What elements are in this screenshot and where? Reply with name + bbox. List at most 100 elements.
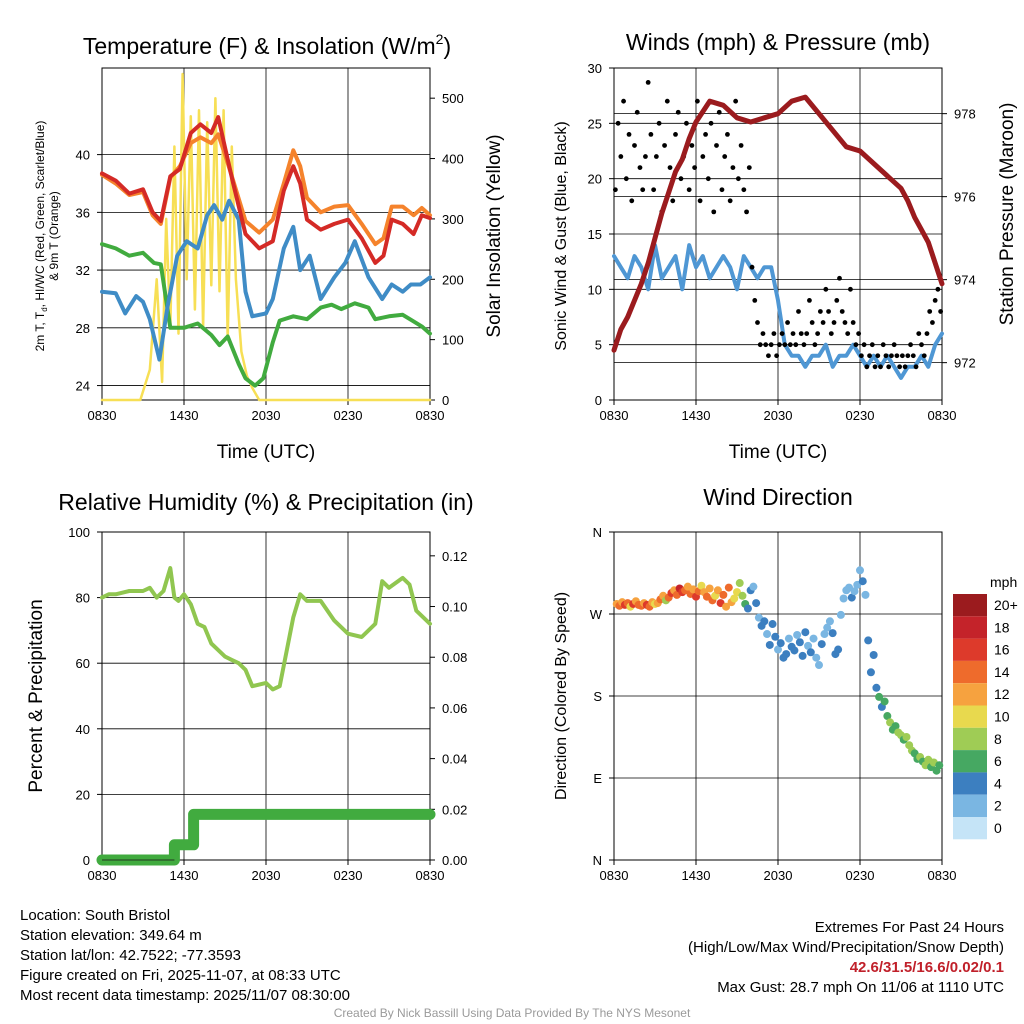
extremes-info: Extremes For Past 24 Hours (High/Low/Max…	[688, 918, 1004, 998]
max-gust-text: Max Gust: 28.7 mph On 11/06 at 1110 UTC	[717, 979, 1004, 996]
humidity-ytick-label: 0	[83, 853, 90, 868]
winds-gust-point	[618, 154, 624, 159]
winds-gust-point	[913, 364, 919, 370]
extremes-values: 42.6/31.5/16.6/0.02/0.1	[849, 959, 1004, 976]
humidity-title: Relative Humidity (%) & Precipitation (i…	[58, 489, 473, 515]
winds-xtick-label: 1430	[682, 408, 711, 423]
colorbar-label: 4	[994, 775, 1002, 791]
winds-gust-point	[735, 176, 741, 182]
winds-gust-point	[938, 309, 944, 314]
direction-ytick-label: N	[593, 525, 602, 540]
humidity-y2tick-label: 0.04	[442, 752, 467, 767]
winds-gust-point	[678, 176, 684, 182]
direction-point	[752, 599, 761, 608]
winds-gust-point	[787, 342, 793, 348]
temperature-xtick-label: 2030	[252, 408, 281, 423]
winds-gust-point	[807, 298, 812, 303]
humidity-ytick-label: 100	[68, 525, 90, 540]
colorbar-label: 16	[994, 642, 1010, 658]
temperature-xtick-label: 0230	[334, 408, 363, 423]
humidity-y2tick-label: 0.10	[442, 600, 467, 615]
direction-ytick-label: E	[593, 771, 602, 786]
direction-point	[809, 634, 818, 643]
winds-xtick-label: 2030	[764, 408, 793, 423]
direction-point	[815, 661, 823, 670]
winds-gust-point	[766, 353, 771, 359]
direction-point	[790, 646, 799, 655]
winds-y2tick-label: 972	[954, 356, 976, 371]
humidity-y2tick-label: 0.08	[442, 650, 467, 665]
temperature-title: Temperature (F) & Insolation (W/m2)	[83, 31, 451, 59]
colorbar-label: 12	[994, 686, 1010, 702]
winds-gust-point	[722, 154, 728, 159]
winds-y2tick-label: 976	[954, 190, 976, 205]
station-info: Location: South Bristol Station elevatio…	[20, 906, 350, 1006]
winds-gust-point	[667, 165, 673, 171]
direction-point	[812, 653, 821, 662]
winds-gust-point	[845, 331, 851, 336]
direction-frame	[613, 531, 943, 861]
humidity-y2tick-label: 0.02	[442, 802, 467, 817]
winds-gust-point	[801, 342, 807, 348]
humidity-xtick-label: 2030	[252, 868, 281, 883]
direction-point	[864, 636, 873, 645]
temperature-ylabel-left-2: & 9m T (Orange)	[47, 191, 61, 281]
temperature-ytick-label: 24	[76, 379, 90, 394]
winds-gust-point	[662, 143, 667, 148]
winds-gust-point	[850, 320, 856, 325]
temperature-xtick-label: 0830	[416, 408, 445, 423]
winds-gust-point	[686, 187, 692, 193]
winds-gust-point	[924, 331, 930, 336]
direction-point	[872, 683, 881, 692]
colorbar-label: 2	[994, 798, 1002, 814]
direction-point	[861, 590, 870, 599]
winds-gust-point	[738, 143, 744, 148]
winds-gust-point	[883, 353, 889, 359]
direction-point	[866, 668, 875, 677]
winds-ytick-label: 10	[588, 282, 602, 297]
colorbar-label: 14	[994, 664, 1010, 680]
colorbar-label: 20+	[994, 597, 1018, 613]
colorbar-swatch	[953, 594, 987, 617]
humidity-xtick-label: 1430	[170, 868, 199, 883]
temperature-y2tick-label: 500	[442, 91, 464, 106]
direction-point	[795, 638, 804, 647]
direction-point	[724, 583, 733, 592]
winds-gust-point	[697, 198, 703, 204]
temperature-ytick-label: 40	[76, 148, 90, 163]
colorbar-swatch	[953, 794, 987, 817]
colorbar-label: 18	[994, 619, 1010, 635]
colorbar-label: 8	[994, 731, 1002, 747]
winds-gust-point	[626, 132, 632, 137]
humidity-y2tick-label: 0.00	[442, 853, 467, 868]
winds-gust-point	[831, 320, 837, 325]
colorbar-swatch	[953, 772, 987, 795]
extremes-subtitle: (High/Low/Max Wind/Precipitation/Snow De…	[688, 939, 1004, 956]
winds-gust-point	[741, 187, 747, 193]
winds-gust-point	[908, 342, 913, 348]
winds-gust-point	[910, 353, 916, 359]
winds-gust-point	[749, 264, 755, 270]
winds-gust-point	[755, 320, 760, 325]
winds-gust-point	[921, 353, 927, 359]
colorbar-swatch	[953, 616, 987, 639]
winds-gust-point	[886, 364, 892, 370]
winds-gust-point	[700, 154, 706, 159]
temperature-xlabel: Time (UTC)	[217, 442, 316, 463]
winds-ytick-label: 30	[588, 61, 602, 76]
direction-point	[719, 590, 728, 599]
direction-xtick-label: 0830	[600, 868, 629, 883]
winds-gust-point	[834, 298, 840, 303]
winds-gust-point	[651, 187, 657, 193]
direction-point	[825, 617, 834, 626]
elevation-text: Station elevation: 349.64 m	[20, 927, 202, 944]
winds-gust-point	[656, 120, 662, 126]
direction-point	[834, 645, 843, 654]
direction-point	[738, 591, 747, 600]
humidity-xtick-label: 0830	[88, 868, 117, 883]
temperature-xtick-label: 1430	[170, 408, 199, 423]
colorbar-swatch	[953, 817, 987, 840]
winds-gust-point	[725, 132, 730, 137]
winds-xlabel: Time (UTC)	[729, 442, 828, 463]
